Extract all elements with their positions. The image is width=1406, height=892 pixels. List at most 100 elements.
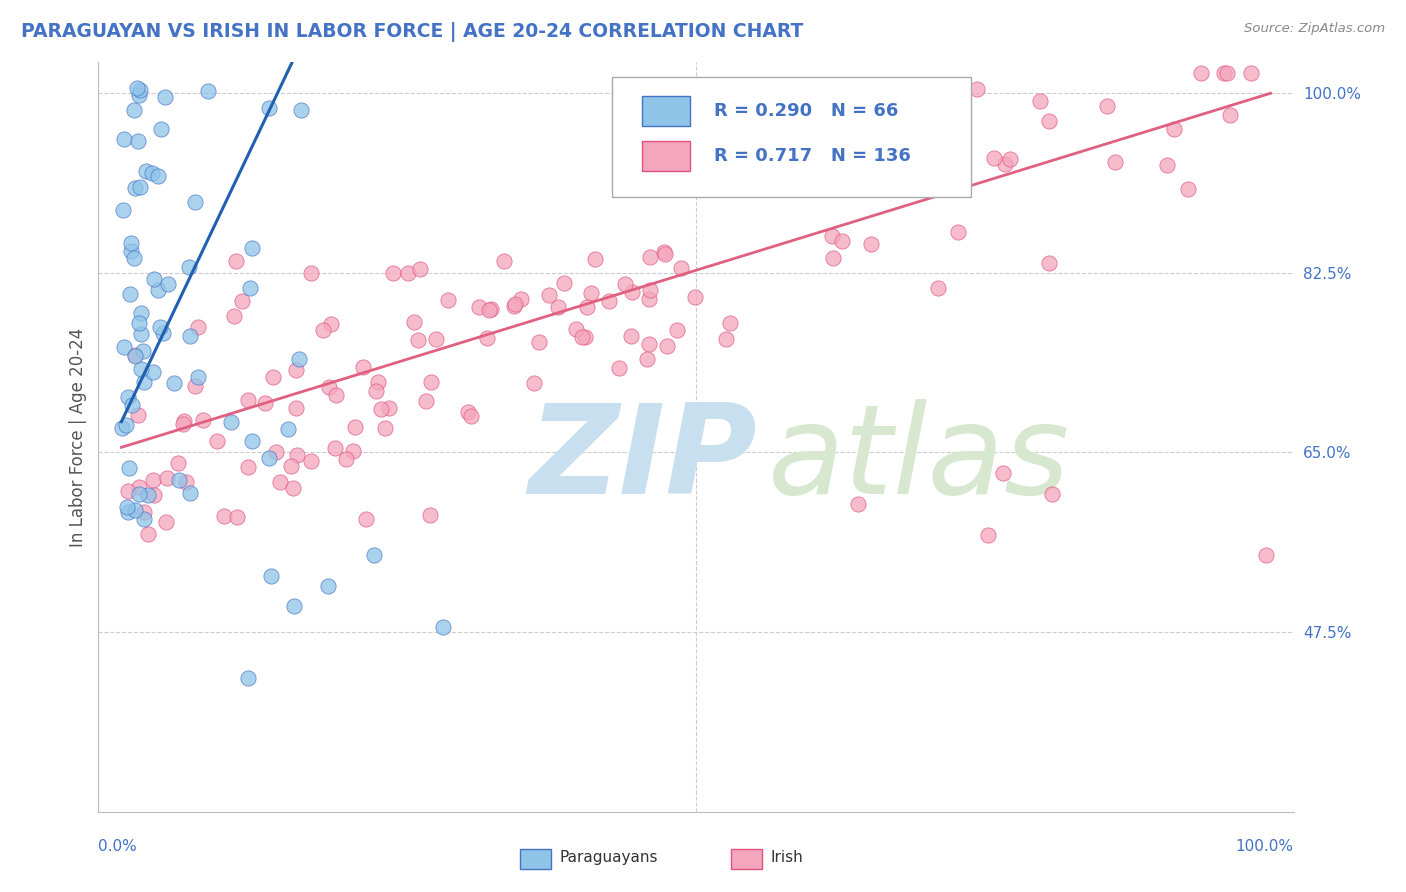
Point bbox=[131, 327, 153, 342]
Point bbox=[598, 293, 620, 308]
Point bbox=[576, 301, 599, 315]
Point bbox=[709, 171, 731, 186]
Point bbox=[222, 310, 245, 324]
Point bbox=[869, 115, 891, 129]
Point bbox=[637, 336, 659, 351]
Point bbox=[312, 323, 335, 337]
Point bbox=[1219, 108, 1241, 122]
Point bbox=[718, 316, 741, 330]
Point bbox=[143, 488, 166, 502]
Point bbox=[382, 266, 405, 280]
Point bbox=[503, 299, 526, 313]
Point bbox=[128, 316, 150, 330]
Point bbox=[191, 413, 214, 427]
Point bbox=[437, 293, 460, 307]
Point bbox=[638, 250, 661, 264]
Point bbox=[727, 172, 749, 186]
Point bbox=[132, 505, 155, 519]
Point bbox=[571, 330, 593, 344]
Point bbox=[479, 302, 502, 317]
Point bbox=[714, 332, 737, 346]
Point bbox=[820, 228, 842, 243]
Point bbox=[136, 527, 159, 541]
Point bbox=[468, 300, 491, 314]
Point bbox=[117, 505, 139, 519]
Point bbox=[478, 303, 501, 318]
Point bbox=[156, 471, 179, 485]
Text: R = 0.717   N = 136: R = 0.717 N = 136 bbox=[714, 147, 911, 165]
Point bbox=[460, 409, 482, 423]
Point bbox=[636, 352, 658, 367]
Point bbox=[131, 343, 153, 358]
Point bbox=[111, 421, 134, 435]
Point bbox=[1189, 66, 1212, 80]
Point bbox=[114, 418, 136, 433]
Text: 0.0%: 0.0% bbox=[98, 838, 138, 854]
Point bbox=[821, 251, 844, 265]
Point bbox=[1156, 158, 1178, 172]
Y-axis label: In Labor Force | Age 20-24: In Labor Force | Age 20-24 bbox=[69, 327, 87, 547]
Point bbox=[128, 83, 150, 97]
Point bbox=[537, 288, 560, 302]
Point bbox=[236, 671, 259, 685]
Point bbox=[342, 443, 364, 458]
Point bbox=[319, 318, 342, 332]
Point bbox=[475, 331, 498, 345]
Point bbox=[492, 254, 515, 268]
Point bbox=[167, 473, 190, 487]
Point bbox=[149, 320, 172, 334]
Point bbox=[419, 508, 441, 522]
Point bbox=[523, 376, 546, 390]
Point bbox=[655, 339, 678, 353]
Point bbox=[187, 370, 209, 384]
Point bbox=[343, 420, 366, 434]
Point bbox=[659, 169, 682, 183]
Text: Irish: Irish bbox=[770, 850, 803, 864]
Point bbox=[277, 422, 299, 436]
Point bbox=[335, 452, 357, 467]
Point bbox=[977, 527, 1000, 541]
Point bbox=[994, 157, 1017, 171]
Point bbox=[363, 548, 385, 562]
Point bbox=[118, 461, 141, 475]
Point bbox=[1038, 256, 1060, 270]
FancyBboxPatch shape bbox=[613, 78, 972, 197]
Point bbox=[253, 396, 276, 410]
Text: Paraguayans: Paraguayans bbox=[560, 850, 658, 864]
Point bbox=[124, 503, 146, 517]
Point bbox=[179, 486, 201, 500]
Point bbox=[354, 512, 377, 526]
Point bbox=[236, 392, 259, 407]
Point bbox=[142, 473, 165, 487]
Point bbox=[419, 375, 441, 389]
Point bbox=[966, 82, 988, 96]
Point bbox=[654, 247, 676, 261]
Point bbox=[914, 175, 936, 189]
Point bbox=[127, 134, 149, 148]
Point bbox=[637, 292, 659, 306]
Point bbox=[607, 361, 630, 376]
Point bbox=[825, 95, 848, 110]
Point bbox=[124, 181, 146, 195]
Point bbox=[184, 194, 207, 209]
Point bbox=[264, 445, 287, 459]
Point bbox=[257, 450, 280, 465]
Point bbox=[991, 466, 1014, 480]
Point bbox=[124, 349, 146, 363]
Point bbox=[179, 260, 201, 274]
Point bbox=[404, 315, 426, 329]
Point bbox=[683, 290, 706, 304]
Point bbox=[120, 244, 142, 258]
Point bbox=[125, 81, 148, 95]
Point bbox=[142, 365, 165, 379]
Point bbox=[283, 599, 305, 614]
Point bbox=[124, 348, 146, 362]
Text: Source: ZipAtlas.com: Source: ZipAtlas.com bbox=[1244, 22, 1385, 36]
Point bbox=[367, 375, 389, 389]
Text: atlas: atlas bbox=[768, 399, 1070, 520]
Point bbox=[323, 441, 346, 455]
Point bbox=[231, 293, 253, 308]
Point bbox=[128, 480, 150, 494]
Point bbox=[1163, 121, 1185, 136]
Point bbox=[128, 487, 150, 501]
